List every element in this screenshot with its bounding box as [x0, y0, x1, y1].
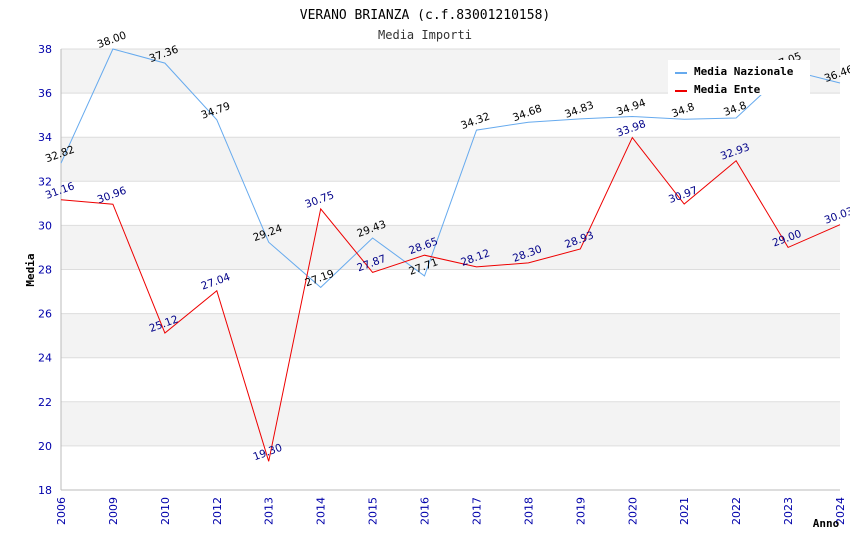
legend-box — [668, 60, 810, 95]
x-tick-label: 2013 — [263, 497, 276, 525]
y-tick-label: 22 — [38, 396, 52, 409]
y-tick-label: 26 — [38, 308, 52, 321]
legend: Media Nazionale Media Ente — [668, 60, 810, 96]
x-tick-label: 2020 — [626, 497, 639, 525]
y-axis-title: Media — [24, 253, 37, 286]
y-tick-label: 36 — [38, 87, 52, 100]
x-tick-label: 2022 — [730, 497, 743, 525]
x-tick-label: 2019 — [574, 497, 587, 525]
x-axis-title: Anno — [813, 517, 840, 530]
y-tick-label: 32 — [38, 175, 52, 188]
grid-band — [61, 401, 840, 446]
chart-subtitle: Media Importi — [378, 28, 472, 42]
x-tick-label: 2017 — [470, 497, 483, 525]
legend-label-nazionale: Media Nazionale — [694, 65, 794, 78]
grid-band — [61, 313, 840, 358]
series-line-media-ente — [60, 136, 841, 462]
y-tick-label: 18 — [38, 484, 52, 497]
x-tick-label: 2012 — [211, 497, 224, 525]
plot-frame — [60, 49, 840, 491]
x-tick-label: 2009 — [107, 497, 120, 525]
x-tick-label: 2015 — [367, 497, 380, 525]
grid-bands — [61, 48, 840, 490]
y-tick-label: 38 — [38, 43, 52, 56]
data-label-nazionale: 38.00 — [96, 29, 128, 51]
grid-band — [61, 445, 840, 490]
x-tick-label: 2023 — [782, 497, 795, 525]
series-line-media-nazionale — [60, 48, 841, 289]
y-tick-label: 34 — [38, 131, 52, 144]
x-tick-label: 2010 — [159, 497, 172, 525]
legend-label-ente: Media Ente — [694, 83, 761, 96]
x-axis-ticks: 2006 2009 2010 2012 2013 2014 2015 2016 2017 2018… — [55, 497, 847, 525]
grid-band — [61, 269, 840, 314]
y-tick-label: 30 — [38, 219, 52, 232]
x-tick-label: 2018 — [522, 497, 535, 525]
grid-band — [61, 357, 840, 402]
series-lines — [60, 48, 841, 462]
x-tick-label: 2021 — [678, 497, 691, 525]
y-tick-label: 28 — [38, 264, 52, 277]
x-tick-label: 2024 — [834, 497, 847, 525]
x-tick-label: 2014 — [315, 497, 328, 525]
grid-band — [61, 93, 840, 138]
x-tick-label: 2006 — [55, 497, 68, 525]
y-tick-label: 24 — [38, 352, 52, 365]
x-tick-label: 2016 — [419, 497, 432, 525]
grid-band — [61, 225, 840, 270]
grid-band — [61, 137, 840, 182]
y-tick-label: 20 — [38, 440, 52, 453]
y-axis-ticks: 18 20 22 24 26 28 30 32 34 36 38 — [38, 43, 52, 497]
chart-title: VERANO BRIANZA (c.f.83001210158) — [300, 8, 550, 23]
